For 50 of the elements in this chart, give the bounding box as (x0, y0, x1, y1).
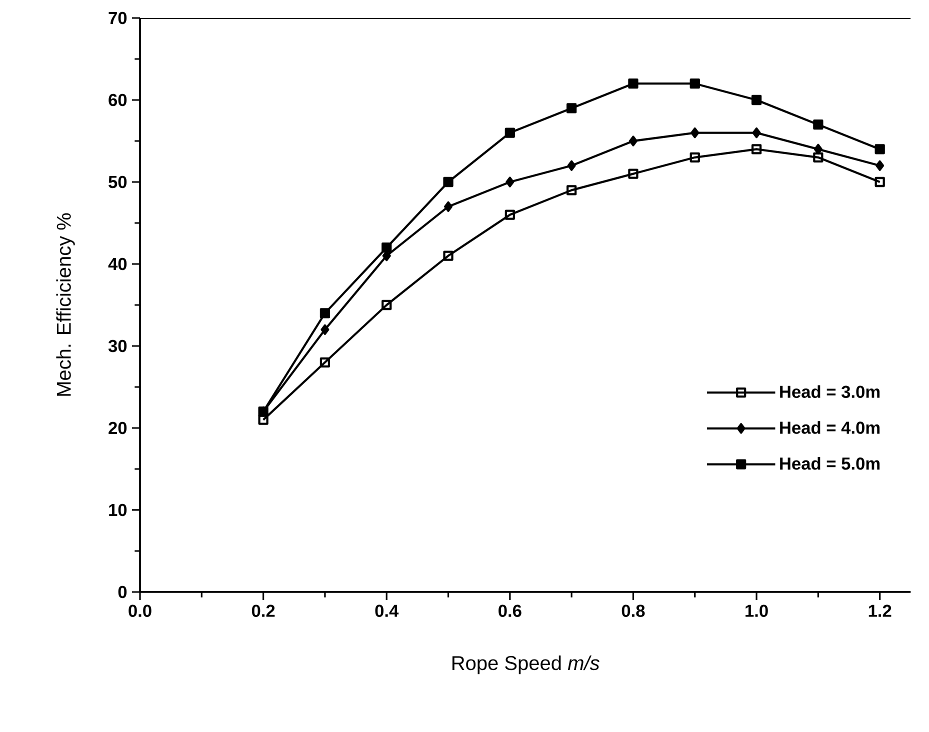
legend-label: Head = 5.0m (780, 457, 880, 470)
legend-label: Head = 3.0m (780, 385, 880, 398)
y-tick-label: 70 (108, 12, 127, 24)
point (876, 160, 884, 171)
y-tick-label: 10 (109, 504, 127, 516)
point (690, 127, 700, 138)
point (258, 414, 268, 425)
y-tick-label: 30 (108, 340, 127, 352)
point (874, 176, 885, 188)
legend-label: Head = 4.0m (780, 421, 880, 434)
point (813, 152, 824, 162)
y-tick-label: 20 (108, 422, 127, 434)
point (628, 136, 638, 146)
y-tick-label: 60 (108, 94, 127, 106)
point (751, 144, 762, 154)
point (443, 176, 454, 188)
x-tick-label: 0.8 (622, 604, 645, 617)
point (690, 78, 700, 89)
point (751, 94, 762, 106)
point (506, 176, 514, 188)
x-tick-label: 0.2 (252, 604, 275, 617)
y-axis-title: Mech. Efficiciency % (56, 213, 75, 396)
point (814, 144, 822, 155)
point (320, 308, 330, 318)
x-tick-label: 1.2 (868, 604, 892, 617)
y-tick-label: 40 (108, 258, 127, 270)
point (628, 78, 638, 89)
point (566, 185, 577, 196)
point (320, 357, 330, 368)
point (690, 152, 700, 162)
point (504, 128, 515, 138)
point (813, 120, 824, 130)
x-tick-label: 0.4 (375, 604, 399, 617)
point (628, 168, 638, 179)
x-tick-label: 0.6 (498, 604, 522, 617)
point (444, 201, 453, 212)
x-tick-label: 0.0 (128, 604, 152, 617)
point (567, 160, 576, 171)
point (874, 144, 885, 154)
x-axis-title: Rope Speed m/s (452, 655, 600, 674)
x-tick-label: 1.0 (746, 604, 768, 617)
y-tick-label: 0 (118, 586, 127, 598)
point (443, 250, 454, 261)
point (382, 300, 392, 310)
point (566, 103, 577, 114)
point (504, 210, 515, 220)
y-tick-label: 50 (108, 176, 127, 188)
point (382, 242, 392, 253)
point (752, 127, 761, 138)
point (320, 324, 330, 335)
